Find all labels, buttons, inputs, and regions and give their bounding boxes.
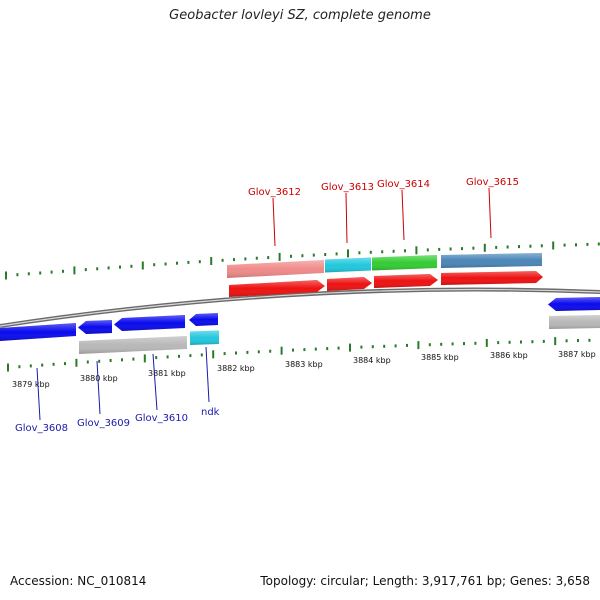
kbp-label: 3882 kbp xyxy=(217,364,255,373)
genome-backbone-highlight xyxy=(0,288,600,327)
kbp-label: 3881 kbp xyxy=(148,369,186,378)
gene-label-glov-3609[interactable]: Glov_3609 xyxy=(77,418,130,429)
gene-label-glov-3608[interactable]: Glov_3608 xyxy=(15,423,68,434)
accession-text: Accession: NC_010814 xyxy=(10,574,147,588)
kbp-label: 3885 kbp xyxy=(421,353,459,362)
reverse-cds-row xyxy=(0,297,600,341)
kbp-label: 3883 kbp xyxy=(285,360,323,369)
leader-line xyxy=(152,353,158,411)
leader-line xyxy=(488,187,492,239)
kbp-scale: 3879 kbp 3880 kbp 3881 kbp 3882 kbp 3883… xyxy=(12,350,596,389)
kbp-label: 3886 kbp xyxy=(490,351,528,360)
top-gene-labels: Glov_3612 Glov_3613 Glov_3614 Glov_3615 xyxy=(248,177,519,247)
upper-feature-row xyxy=(227,253,542,278)
gene-label-glov-3615[interactable]: Glov_3615 xyxy=(466,177,519,188)
lower-feature-row xyxy=(79,315,600,354)
gene-label-glov-3613[interactable]: Glov_3613 xyxy=(321,182,374,193)
forward-cds-row xyxy=(229,271,543,297)
upper-tick-row xyxy=(5,241,600,280)
map-title: Geobacter lovleyi SZ, complete genome xyxy=(169,8,431,23)
kbp-label: 3880 kbp xyxy=(80,374,118,383)
kbp-label: 3879 kbp xyxy=(12,380,50,389)
gene-label-glov-3612[interactable]: Glov_3612 xyxy=(248,187,301,198)
bottom-gene-labels: Glov_3608 Glov_3609 Glov_3610 ndk xyxy=(15,346,220,434)
lower-tick-row xyxy=(7,337,591,372)
kbp-label: 3884 kbp xyxy=(353,356,391,365)
leader-line xyxy=(36,367,41,421)
genome-summary-text: Topology: circular; Length: 3,917,761 bp… xyxy=(260,574,590,588)
gene-label-glov-3614[interactable]: Glov_3614 xyxy=(377,179,430,190)
leader-line xyxy=(345,192,348,244)
leader-line xyxy=(401,189,405,241)
leader-line xyxy=(96,360,101,415)
leader-line xyxy=(272,197,276,247)
kbp-label: 3887 kbp xyxy=(558,350,596,359)
gene-label-ndk[interactable]: ndk xyxy=(201,407,220,418)
leader-line xyxy=(205,346,210,403)
gene-label-glov-3610[interactable]: Glov_3610 xyxy=(135,413,188,424)
